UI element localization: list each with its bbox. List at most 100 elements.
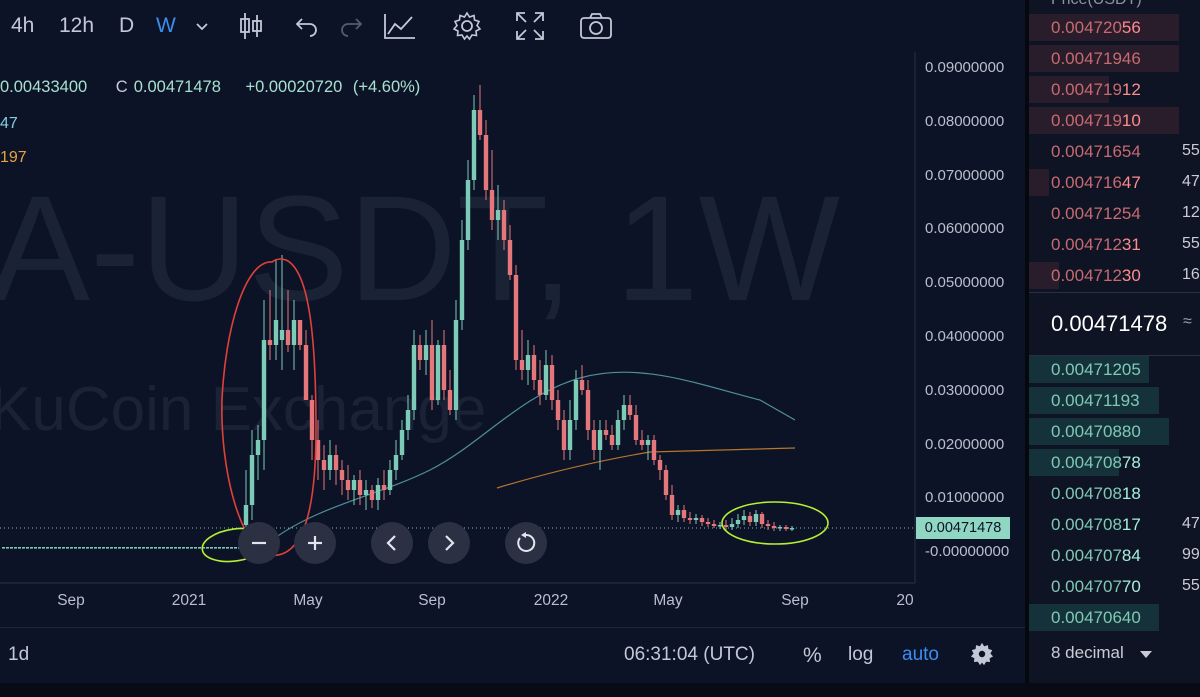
interval-12h-button[interactable]: 12h xyxy=(59,14,95,37)
ask-row[interactable]: 0.00471254 12 xyxy=(1029,198,1200,229)
candle-body xyxy=(198,547,201,549)
bid-row[interactable]: 0.00471205 xyxy=(1029,354,1200,385)
candle-body xyxy=(423,345,429,360)
candle-body xyxy=(182,547,185,549)
auto-scale-toggle[interactable]: auto xyxy=(902,644,939,665)
chevron-down-icon[interactable] xyxy=(195,12,209,40)
scroll-left-button[interactable] xyxy=(371,522,413,564)
candle-body xyxy=(2,547,5,549)
zoom-out-button[interactable] xyxy=(238,522,280,564)
candle-body xyxy=(14,547,17,549)
ohlc-legend: 0.00433400 C 0.00471478 +0.00020720 (+4.6… xyxy=(0,78,426,97)
candle-body xyxy=(741,516,747,520)
price-tick: -0.00000000 xyxy=(925,543,1010,561)
depth-bar xyxy=(1029,14,1179,41)
price-tick: 0.09000000 xyxy=(925,59,1005,76)
book-amount: 12 xyxy=(1182,204,1200,221)
bid-row[interactable]: 0.00470880 xyxy=(1029,416,1200,447)
candle-body xyxy=(759,514,765,524)
candle-body xyxy=(98,547,101,549)
candle-body xyxy=(771,526,777,528)
pane-divider[interactable] xyxy=(1025,0,1029,697)
interval-4h-button[interactable]: 4h xyxy=(11,14,35,37)
ask-row[interactable]: 0.00472056 xyxy=(1029,12,1200,43)
price-tick: 0.08000000 xyxy=(925,112,1005,130)
price-tick: 0.04000000 xyxy=(925,328,1005,345)
candle-body xyxy=(38,547,41,549)
ask-row[interactable]: 0.00471910 xyxy=(1029,105,1200,136)
time-tick: Sep xyxy=(418,592,446,609)
range-1d-button[interactable]: 1d xyxy=(8,644,30,665)
bid-row[interactable]: 0.00470640 xyxy=(1029,602,1200,633)
time-tick: May xyxy=(293,592,323,609)
log-scale-toggle[interactable]: log xyxy=(848,644,874,665)
candle-body xyxy=(345,480,351,490)
bid-row[interactable]: 0.00470784 99 xyxy=(1029,540,1200,571)
candle-body xyxy=(375,485,381,500)
interval-d-button[interactable]: D xyxy=(119,14,135,37)
order-book-last-price[interactable]: 0.00471478 ≈ xyxy=(1029,292,1200,356)
candle-body xyxy=(291,320,297,345)
candle-body xyxy=(78,547,81,549)
green-circle-annotation-right xyxy=(721,501,829,545)
candle-body xyxy=(58,547,61,549)
zoom-in-button[interactable] xyxy=(294,522,336,564)
ask-row[interactable]: 0.00471230 16 xyxy=(1029,260,1200,291)
ask-row[interactable]: 0.00471647 47 xyxy=(1029,167,1200,198)
price-plot[interactable] xyxy=(0,0,1025,627)
candle-body xyxy=(279,330,285,340)
price-tick: 0.02000000 xyxy=(925,435,1005,453)
depth-bar xyxy=(1029,76,1109,103)
scroll-right-button[interactable] xyxy=(428,522,470,564)
book-price: 0.00471193 xyxy=(1051,391,1140,410)
settings-icon[interactable] xyxy=(452,11,482,41)
undo-icon[interactable] xyxy=(294,12,320,40)
candle-body xyxy=(154,547,157,549)
ask-row[interactable]: 0.00471912 xyxy=(1029,74,1200,105)
decimal-selector[interactable]: 8 decimal xyxy=(1029,635,1200,675)
bid-row[interactable]: 0.00470818 xyxy=(1029,478,1200,509)
depth-bar xyxy=(1029,356,1149,383)
ask-row[interactable]: 0.00471654 55 xyxy=(1029,136,1200,167)
bid-row[interactable]: 0.00470817 47 xyxy=(1029,509,1200,540)
book-price: 0.00471654 xyxy=(1051,142,1141,161)
candle-body xyxy=(471,110,477,180)
candle-body xyxy=(122,547,125,549)
candle-body xyxy=(315,440,321,460)
bid-row[interactable]: 0.00470770 55 xyxy=(1029,571,1200,602)
reset-chart-button[interactable] xyxy=(505,522,547,564)
candle-body xyxy=(657,460,663,470)
redo-icon[interactable] xyxy=(338,12,364,40)
candle-body xyxy=(537,380,543,395)
time-tick: 20 xyxy=(896,592,914,609)
candle-body xyxy=(226,547,229,549)
chart-pane[interactable]: A-USDT, 1W KuCoin Exchange 4h 12h D W xyxy=(0,0,1025,697)
ask-row[interactable]: 0.00471946 xyxy=(1029,43,1200,74)
candles-icon[interactable] xyxy=(238,12,264,40)
camera-icon[interactable] xyxy=(579,12,613,40)
bid-row[interactable]: 0.00470878 xyxy=(1029,447,1200,478)
price-tick: 0.06000000 xyxy=(925,220,1005,238)
ask-row[interactable]: 0.00471231 55 xyxy=(1029,229,1200,260)
percent-scale-toggle[interactable]: % xyxy=(803,644,822,667)
candle-body xyxy=(675,510,681,515)
candle-body xyxy=(363,490,369,495)
utc-clock[interactable]: 06:31:04 (UTC) xyxy=(624,644,755,665)
book-price: 0.00470640 xyxy=(1051,608,1141,627)
candle-body xyxy=(190,547,193,549)
indicators-icon[interactable] xyxy=(383,12,417,40)
candle-body xyxy=(222,547,225,549)
candle-body xyxy=(230,547,233,549)
bid-row[interactable]: 0.00471193 xyxy=(1029,385,1200,416)
book-price: 0.00472056 xyxy=(1051,18,1141,37)
minus-icon xyxy=(252,541,266,545)
fullscreen-icon[interactable] xyxy=(515,12,545,40)
depth-bar xyxy=(1029,387,1159,414)
candle-body xyxy=(138,547,141,549)
red-circle-annotation xyxy=(221,258,317,557)
interval-w-button[interactable]: W xyxy=(156,14,176,37)
chart-settings-icon[interactable] xyxy=(970,642,994,672)
candle-body xyxy=(603,430,609,435)
book-amount: 47 xyxy=(1182,515,1200,532)
candle-body xyxy=(513,275,519,360)
